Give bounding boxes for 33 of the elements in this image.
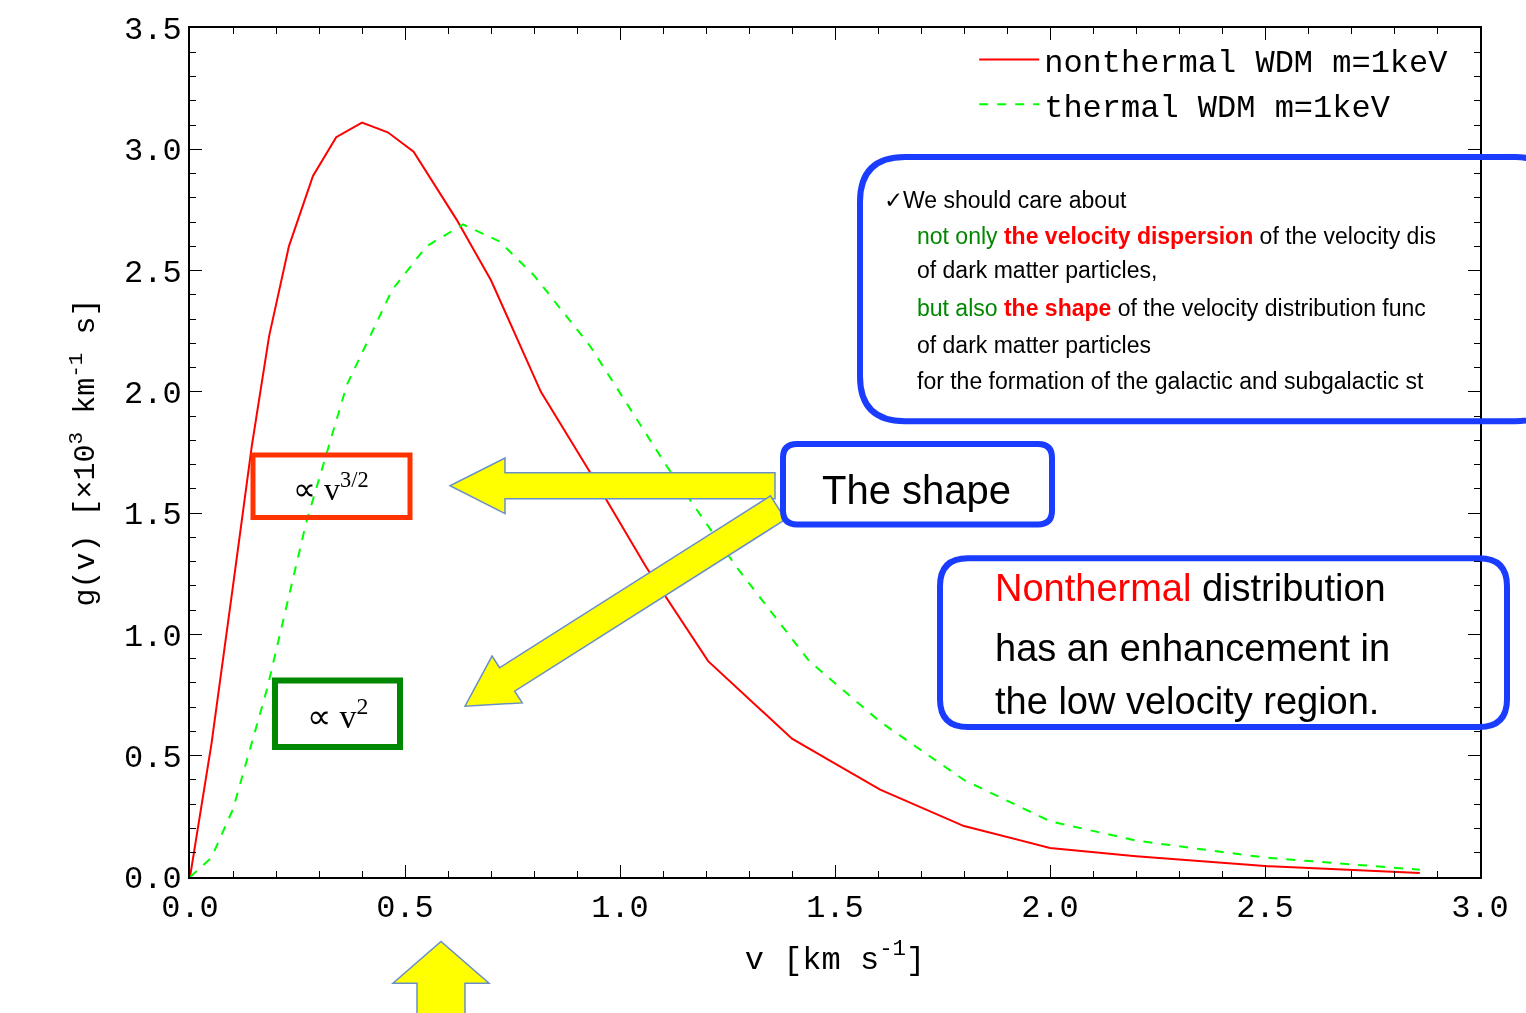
annotation: the velocity dispersion [1003, 223, 1254, 249]
x-axis-title: v [km s$^{-1}$] [744, 936, 926, 979]
annotation: ∝ v$^{2}$ [307, 693, 369, 736]
annotation: has an enhancement in [995, 627, 1391, 669]
x-tick-label: 0.5 [376, 890, 434, 928]
x-tick-label: 3.0 [1451, 890, 1509, 928]
annotation: The shape [822, 468, 1012, 512]
annotation: of the velocity distribution func [1117, 295, 1426, 321]
annotation: but also [917, 295, 998, 321]
y-tick-label: 3.0 [123, 133, 182, 171]
y-tick-label: 2.0 [123, 376, 182, 414]
annotation: of dark matter particles, [917, 257, 1158, 283]
y-tick-label: 2.5 [123, 254, 182, 292]
x-tick-label: 2.5 [1236, 890, 1294, 928]
y-tick-label: 1.0 [123, 618, 182, 656]
x-tick-label: 2.0 [1021, 890, 1079, 928]
annotation: the low velocity region. [995, 680, 1380, 722]
annotation: of the velocity dis [1259, 223, 1437, 249]
annotation: the shape [1003, 295, 1112, 321]
annotation: distribution [1201, 567, 1386, 609]
annotation: ∝ v$^{3/2}$ [293, 467, 369, 508]
x-tick-label: 1.0 [591, 890, 649, 928]
annotation: for the formation of the galactic and subgalactic st [917, 368, 1424, 394]
annotation: not only [917, 223, 999, 249]
annotation: of dark matter particles [917, 332, 1151, 358]
y-tick-label: 0.5 [123, 739, 182, 777]
legend-label: nonthermal WDM m=1keV [1044, 45, 1449, 83]
y-tick-label: 1.5 [123, 497, 182, 535]
legend-label: thermal WDM m=1keV [1044, 89, 1391, 127]
x-tick-label: 1.5 [806, 890, 864, 928]
y-tick-label: 3.5 [123, 12, 182, 50]
annotation: ✓We should care about [884, 187, 1127, 213]
annotation: Nonthermal [995, 567, 1192, 609]
